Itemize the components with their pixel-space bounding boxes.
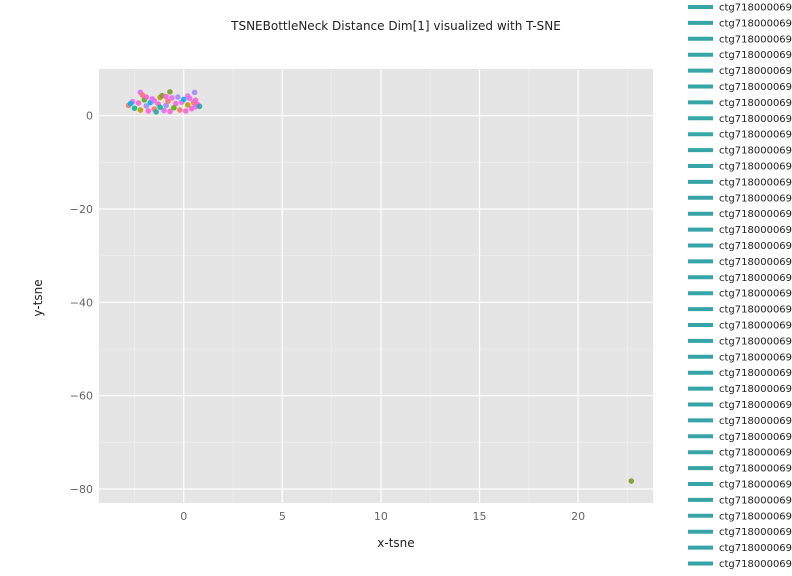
data-point [175, 94, 181, 100]
legend-label: ctg718000069 [719, 400, 792, 411]
data-point [145, 108, 152, 114]
minor-gridlines [99, 69, 653, 503]
legend-label: ctg718000069 [719, 416, 792, 427]
data-point [184, 102, 191, 108]
data-point [167, 89, 173, 95]
x-tick-label: 5 [279, 510, 286, 523]
legend-label: ctg718000069 [719, 114, 792, 125]
x-tick-label: 15 [473, 510, 487, 523]
legend-label: ctg718000069 [719, 193, 792, 204]
legend-label: ctg718000069 [719, 289, 792, 300]
data-point [165, 98, 171, 104]
legend-label: ctg718000069 [719, 225, 792, 236]
data-point [180, 96, 187, 103]
legend-label: ctg718000069 [719, 543, 792, 554]
data-point [182, 108, 189, 114]
legend-label: ctg718000069 [719, 448, 792, 459]
data-point [157, 104, 163, 111]
legend-label: ctg718000069 [719, 162, 792, 173]
legend-label: ctg718000069 [719, 82, 792, 93]
legend-label: ctg718000069 [719, 177, 792, 188]
legend-label: ctg718000069 [719, 146, 792, 157]
x-axis-label: x-tsne [377, 536, 414, 550]
legend-label: ctg718000069 [719, 352, 792, 363]
legend-label: ctg718000069 [719, 273, 792, 284]
y-tick-label: −80 [70, 483, 93, 496]
data-point [192, 97, 199, 104]
data-point [151, 97, 158, 104]
x-tick-label: 0 [180, 510, 187, 523]
data-point [173, 100, 179, 107]
data-point [161, 107, 167, 114]
data-point [163, 102, 169, 109]
legend-label: ctg718000069 [719, 18, 792, 29]
plot-background [99, 69, 653, 503]
data-point [167, 108, 173, 115]
y-tick-label: −20 [70, 203, 93, 216]
data-point [153, 109, 159, 115]
data-point [191, 89, 198, 96]
x-tick-label: 20 [571, 510, 585, 523]
legend-label: ctg718000069 [719, 495, 792, 506]
data-point [171, 104, 177, 111]
major-gridlines [99, 69, 653, 503]
data-point [135, 100, 142, 106]
data-point [196, 103, 203, 110]
data-point [131, 105, 138, 111]
y-axis-ticks: 0 −20 −40 −60 −80 [70, 110, 93, 496]
x-axis-ticks: 0 5 10 15 20 [180, 510, 585, 523]
legend-label: ctg718000069 [719, 66, 792, 77]
legend-label: ctg718000069 [719, 257, 792, 268]
data-points [125, 89, 635, 484]
legend: ctg718000069 ctg718000069 ctg718000069 ctg7… [688, 3, 792, 570]
legend-label: ctg718000069 [719, 321, 792, 332]
y-tick-label: 0 [86, 110, 93, 123]
legend-label: ctg718000069 [719, 3, 792, 14]
data-point [143, 94, 150, 100]
data-point [137, 107, 144, 113]
legend-label: ctg718000069 [719, 98, 792, 109]
data-point [177, 107, 183, 113]
legend-label: ctg718000069 [719, 559, 792, 570]
data-point [184, 93, 191, 99]
legend-label: ctg718000069 [719, 50, 792, 61]
legend-label: ctg718000069 [719, 480, 792, 491]
data-point [628, 478, 635, 484]
y-tick-label: −60 [70, 390, 93, 403]
legend-label: ctg718000069 [719, 432, 792, 443]
legend-label: ctg718000069 [719, 511, 792, 522]
legend-label: ctg718000069 [719, 368, 792, 379]
legend-label: ctg718000069 [719, 305, 792, 316]
legend-label: ctg718000069 [719, 241, 792, 252]
y-tick-label: −40 [70, 296, 93, 309]
legend-label: ctg718000069 [719, 209, 792, 220]
x-tick-label: 10 [374, 510, 388, 523]
data-point [143, 103, 150, 109]
y-axis-label: y-tsne [31, 279, 45, 316]
data-point [163, 93, 169, 100]
legend-label: ctg718000069 [719, 130, 792, 141]
legend-label: ctg718000069 [719, 336, 792, 347]
legend-label: ctg718000069 [719, 34, 792, 45]
legend-label: ctg718000069 [719, 464, 792, 475]
chart-title: TSNEBottleNeck Distance Dim[1] visualize… [230, 19, 561, 33]
data-point [127, 100, 134, 107]
legend-label: ctg718000069 [719, 384, 792, 395]
legend-label: ctg718000069 [719, 527, 792, 538]
data-point [169, 95, 175, 101]
